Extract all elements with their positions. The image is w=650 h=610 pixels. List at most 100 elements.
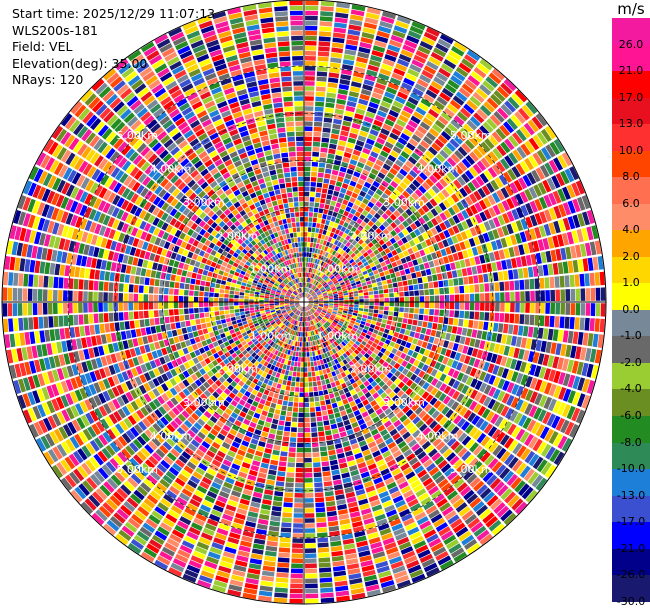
- velocity-gate: [457, 251, 464, 260]
- velocity-gate: [422, 214, 430, 222]
- velocity-gate: [384, 302, 389, 307]
- velocity-gate: [318, 260, 322, 266]
- velocity-gate: [358, 255, 365, 261]
- velocity-gate: [472, 163, 483, 175]
- velocity-gate: [471, 132, 483, 143]
- velocity-gate: [341, 257, 347, 263]
- velocity-gate: [566, 184, 576, 199]
- velocity-gate: [304, 176, 311, 182]
- velocity-gate: [503, 270, 509, 281]
- velocity-gate: [454, 150, 464, 160]
- velocity-gate: [525, 254, 532, 266]
- velocity-gate: [402, 128, 413, 137]
- velocity-gate: [536, 131, 548, 145]
- velocity-gate: [434, 309, 440, 316]
- velocity-gate: [486, 118, 498, 130]
- velocity-gate: [416, 78, 429, 88]
- velocity-gate: [351, 285, 357, 289]
- velocity-gate: [404, 291, 409, 297]
- velocity-gate: [361, 258, 367, 264]
- velocity-gate: [365, 12, 380, 20]
- velocity-gate: [469, 302, 475, 311]
- velocity-gate: [290, 432, 297, 438]
- velocity-gate: [387, 184, 395, 193]
- velocity-gate: [407, 119, 419, 129]
- velocity-gate: [544, 162, 555, 176]
- velocity-gate: [353, 71, 365, 79]
- velocity-gate: [304, 81, 315, 86]
- velocity-gate: [313, 462, 321, 468]
- velocity-gate: [386, 86, 398, 95]
- velocity-gate: [392, 30, 406, 39]
- velocity-gate: [308, 217, 313, 222]
- velocity-gate: [493, 111, 505, 123]
- velocity-gate: [491, 164, 502, 176]
- velocity-gate: [469, 193, 478, 204]
- velocity-gate: [385, 209, 393, 217]
- velocity-gate: [313, 477, 323, 483]
- velocity-gate: [491, 332, 498, 342]
- velocity-gate: [323, 178, 330, 184]
- velocity-gate: [562, 232, 569, 246]
- velocity-gate: [324, 270, 329, 275]
- velocity-gate: [356, 269, 362, 275]
- velocity-gate: [548, 192, 557, 206]
- velocity-gate: [325, 97, 336, 103]
- velocity-gate: [464, 258, 471, 267]
- velocity-gate: [305, 272, 307, 277]
- velocity-gate: [318, 46, 330, 52]
- velocity-gate: [468, 320, 474, 328]
- velocity-gate: [313, 263, 317, 269]
- velocity-gate: [419, 296, 425, 302]
- velocity-gate: [409, 308, 414, 314]
- velocity-gate: [304, 222, 308, 227]
- velocity-gate: [342, 288, 348, 292]
- velocity-gate: [466, 267, 473, 276]
- velocity-gate: [404, 302, 410, 308]
- velocity-gate: [336, 213, 343, 220]
- velocity-gate: [405, 160, 414, 169]
- velocity-gate: [353, 264, 359, 269]
- velocity-gate: [429, 288, 435, 295]
- velocity-gate: [308, 299, 314, 301]
- velocity-gate: [374, 212, 381, 220]
- velocity-gate: [565, 289, 571, 301]
- velocity-gate: [365, 277, 371, 282]
- velocity-gate: [509, 182, 519, 194]
- velocity-gate: [323, 117, 333, 123]
- velocity-gate: [403, 146, 413, 155]
- velocity-gate: [566, 231, 574, 245]
- velocity-gate: [343, 267, 349, 273]
- velocity-gate: [337, 289, 343, 293]
- velocity-gate: [418, 185, 427, 194]
- velocity-gate: [308, 267, 312, 273]
- velocity-gate: [334, 298, 339, 301]
- velocity-gate: [542, 179, 552, 193]
- velocity-gate: [331, 128, 340, 135]
- velocity-gate: [384, 118, 395, 127]
- velocity-gate: [312, 294, 317, 298]
- velocity-gate: [320, 147, 328, 153]
- velocity-gate: [304, 503, 314, 508]
- velocity-gate: [329, 303, 334, 305]
- velocity-gate: [384, 176, 392, 184]
- velocity-gate: [577, 213, 586, 227]
- velocity-gate: [386, 197, 395, 205]
- velocity-gate: [314, 258, 318, 264]
- velocity-gate: [324, 299, 329, 301]
- velocity-gate: [574, 274, 580, 287]
- velocity-gate: [412, 259, 419, 266]
- velocity-gate: [308, 257, 311, 263]
- velocity-gate: [313, 303, 319, 305]
- velocity-gate: [361, 169, 370, 177]
- velocity-gate: [432, 171, 442, 181]
- velocity-gate: [304, 523, 315, 528]
- velocity-gate: [305, 25, 318, 31]
- velocity-gate: [417, 125, 428, 135]
- velocity-gate: [295, 382, 300, 387]
- velocity-gate: [594, 240, 602, 255]
- velocity-gate: [305, 588, 319, 594]
- velocity-gate: [352, 118, 363, 125]
- velocity-gate: [333, 296, 339, 299]
- velocity-gate: [461, 142, 472, 154]
